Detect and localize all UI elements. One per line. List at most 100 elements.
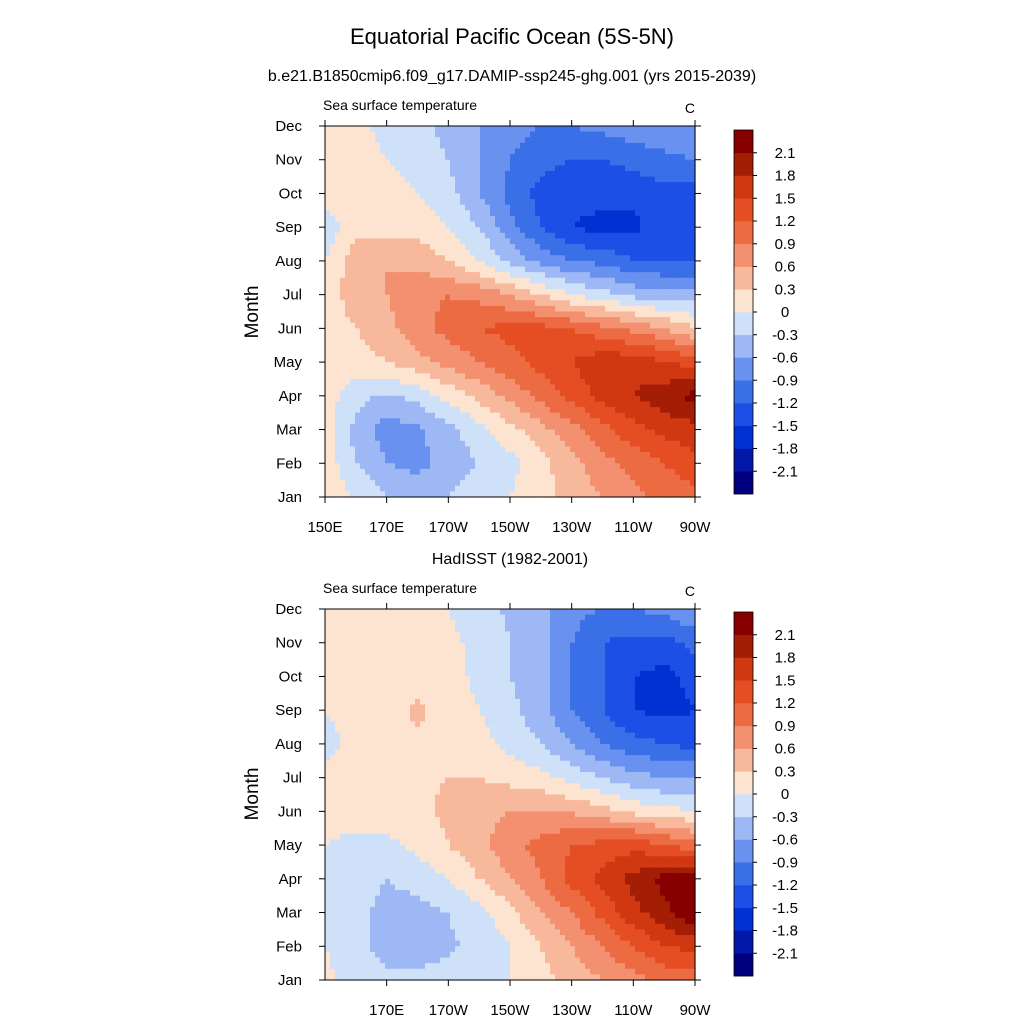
field-cell: [525, 367, 531, 374]
field-cell: [675, 345, 681, 352]
field-cell: [370, 350, 376, 358]
field-cell: [595, 289, 601, 296]
field-cell: [520, 148, 526, 155]
field-cell: [560, 362, 566, 369]
field-cell: [510, 480, 516, 487]
field-cell: [480, 148, 486, 155]
field-cell: [350, 131, 356, 138]
field-cell: [640, 463, 646, 470]
field-cell: [450, 373, 456, 380]
field-cell: [515, 322, 521, 329]
field-cell: [600, 283, 606, 290]
field-cell: [410, 193, 416, 200]
field-cell: [640, 227, 646, 234]
field-cell: [525, 339, 531, 346]
field-cell: [420, 232, 426, 240]
field-cell: [545, 137, 551, 144]
field-cell: [390, 457, 396, 464]
field-cell: [475, 272, 481, 279]
field-cell: [525, 384, 531, 391]
field-cell: [335, 238, 341, 245]
field-cell: [420, 311, 426, 318]
field-cell: [650, 491, 656, 498]
field-cell: [450, 446, 456, 453]
field-cell: [565, 266, 571, 273]
field-cell: [650, 137, 656, 144]
field-cell: [595, 317, 601, 324]
field-cell: [450, 395, 456, 403]
field-cell: [465, 367, 471, 374]
field-cell: [530, 390, 536, 397]
field-cell: [325, 435, 331, 442]
field-cell: [675, 272, 681, 279]
field-cell: [370, 480, 376, 487]
field-cell: [520, 221, 526, 228]
field-cell: [660, 272, 666, 279]
field-cell: [580, 435, 586, 442]
field-cell: [655, 378, 661, 386]
field-cell: [560, 283, 566, 290]
field-cell: [615, 463, 621, 470]
field-cell: [435, 176, 441, 183]
field-cell: [440, 199, 446, 206]
field-cell: [405, 457, 411, 464]
field-cell: [465, 165, 471, 172]
field-cell: [565, 350, 571, 358]
field-cell: [570, 148, 576, 155]
field-cell: [645, 350, 651, 358]
field-cell: [640, 407, 646, 414]
field-cell: [615, 412, 621, 419]
field-cell: [425, 367, 431, 374]
field-cell: [560, 435, 566, 442]
field-cell: [525, 452, 531, 459]
field-cell: [655, 193, 661, 200]
field-cell: [360, 176, 366, 183]
field-cell: [625, 328, 631, 335]
field-cell: [605, 418, 611, 425]
field-cell: [680, 142, 686, 150]
field-cell: [690, 199, 696, 206]
field-cell: [650, 322, 656, 329]
field-cell: [450, 131, 456, 138]
field-cell: [355, 238, 361, 245]
field-cell: [675, 390, 681, 397]
field-cell: [380, 260, 386, 268]
field-cell: [490, 199, 496, 206]
field-cell: [410, 232, 416, 240]
field-cell: [335, 356, 341, 363]
field-cell: [565, 255, 571, 262]
field-cell: [605, 227, 611, 234]
field-cell: [515, 356, 521, 363]
field-cell: [495, 221, 501, 228]
field-cell: [690, 260, 696, 268]
field-cell: [600, 227, 606, 234]
field-cell: [470, 154, 476, 161]
field-cell: [365, 485, 371, 492]
field-cell: [660, 407, 666, 414]
field-cell: [580, 311, 586, 318]
field-cell: [355, 356, 361, 363]
field-cell: [680, 238, 686, 245]
field-cell: [545, 272, 551, 279]
field-cell: [530, 350, 536, 358]
field-cell: [670, 463, 676, 470]
field-cell: [555, 435, 561, 442]
field-cell: [505, 165, 511, 172]
field-cell: [645, 418, 651, 425]
field-cell: [605, 457, 611, 464]
field-cell: [555, 272, 561, 279]
field-cell: [580, 491, 586, 498]
field-cell: [585, 367, 591, 374]
field-cell: [340, 126, 346, 133]
field-cell: [365, 440, 371, 448]
field-cell: [440, 373, 446, 380]
field-cell: [460, 480, 466, 487]
field-cell: [445, 159, 451, 166]
field-cell: [395, 187, 401, 195]
field-cell: [330, 429, 336, 436]
field-cell: [490, 277, 496, 284]
field-cell: [535, 333, 541, 341]
field-cell: [410, 474, 416, 481]
field-cell: [390, 412, 396, 419]
field-cell: [555, 373, 561, 380]
